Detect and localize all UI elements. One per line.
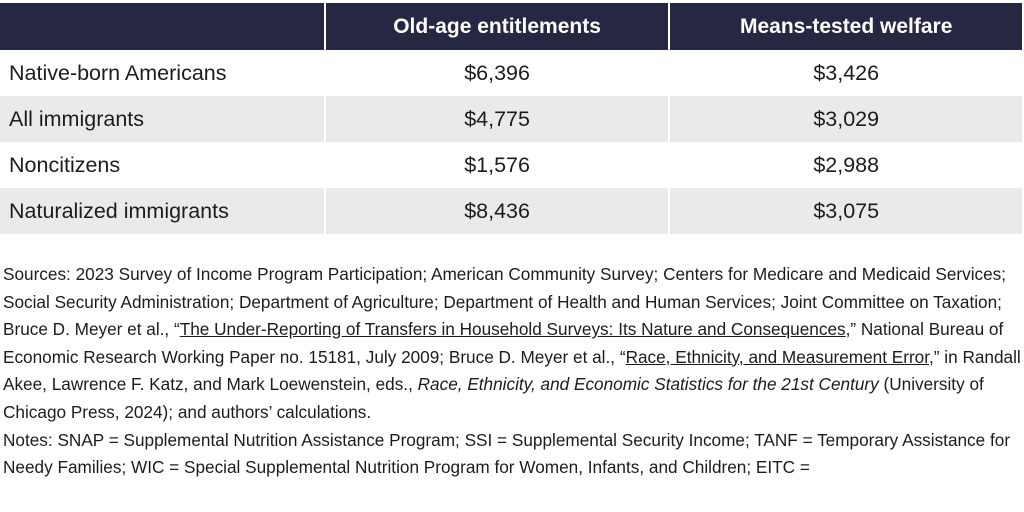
means-tested-value: $3,029	[668, 96, 1022, 142]
sources-paragraph: Sources: 2023 Survey of Income Program P…	[3, 261, 1023, 427]
old-age-value: $8,436	[323, 188, 669, 234]
table-header: Old-age entitlements Means-tested welfar…	[0, 3, 1022, 50]
table-row: All immigrants $4,775 $3,029	[0, 96, 1022, 142]
sources-text: ,” National Bureau of Economic Research …	[3, 319, 1004, 367]
row-label: All immigrants	[9, 106, 144, 131]
sources-text: ,” in Randall Akee, Lawrence F. Katz, an…	[3, 346, 1021, 395]
notes-paragraph: Notes: SNAP = Supplemental Nutrition Ass…	[3, 429, 1011, 478]
row-label: Naturalized immigrants	[9, 198, 229, 223]
header-cell-empty	[0, 3, 324, 50]
row-label: Noncitizens	[9, 152, 121, 177]
table-row: Noncitizens $1,576 $2,988	[0, 142, 1022, 188]
book-title: Race, Ethnicity, and Economic Statistics…	[417, 374, 879, 395]
old-age-value: $1,576	[323, 142, 669, 188]
table-row: Native-born Americans $6,396 $3,426	[0, 50, 1022, 96]
header-cell-old-age: Old-age entitlements	[323, 3, 669, 50]
link-under-reporting[interactable]: The Under-Reporting of Transfers in Hous…	[179, 319, 846, 340]
old-age-value: $6,396	[323, 50, 669, 96]
benefits-table: Old-age entitlements Means-tested welfar…	[0, 3, 1022, 234]
means-tested-value: $2,988	[668, 142, 1022, 188]
old-age-value: $4,775	[323, 96, 669, 142]
sources-text: (University of Chicago Press, 2024); and…	[3, 374, 984, 422]
footnotes: Sources: 2023 Survey of Income Program P…	[3, 261, 1023, 482]
sources-text: Sources: 2023 Survey of Income Program P…	[3, 264, 1007, 340]
header-cell-means-tested: Means-tested welfare	[668, 3, 1022, 50]
means-tested-value: $3,075	[668, 188, 1022, 234]
means-tested-value: $3,426	[668, 50, 1022, 96]
row-label: Native-born Americans	[9, 60, 227, 85]
table-row: Naturalized immigrants $8,436 $3,075	[0, 188, 1022, 234]
link-race-ethnicity[interactable]: Race, Ethnicity, and Measurement Error	[625, 346, 930, 367]
